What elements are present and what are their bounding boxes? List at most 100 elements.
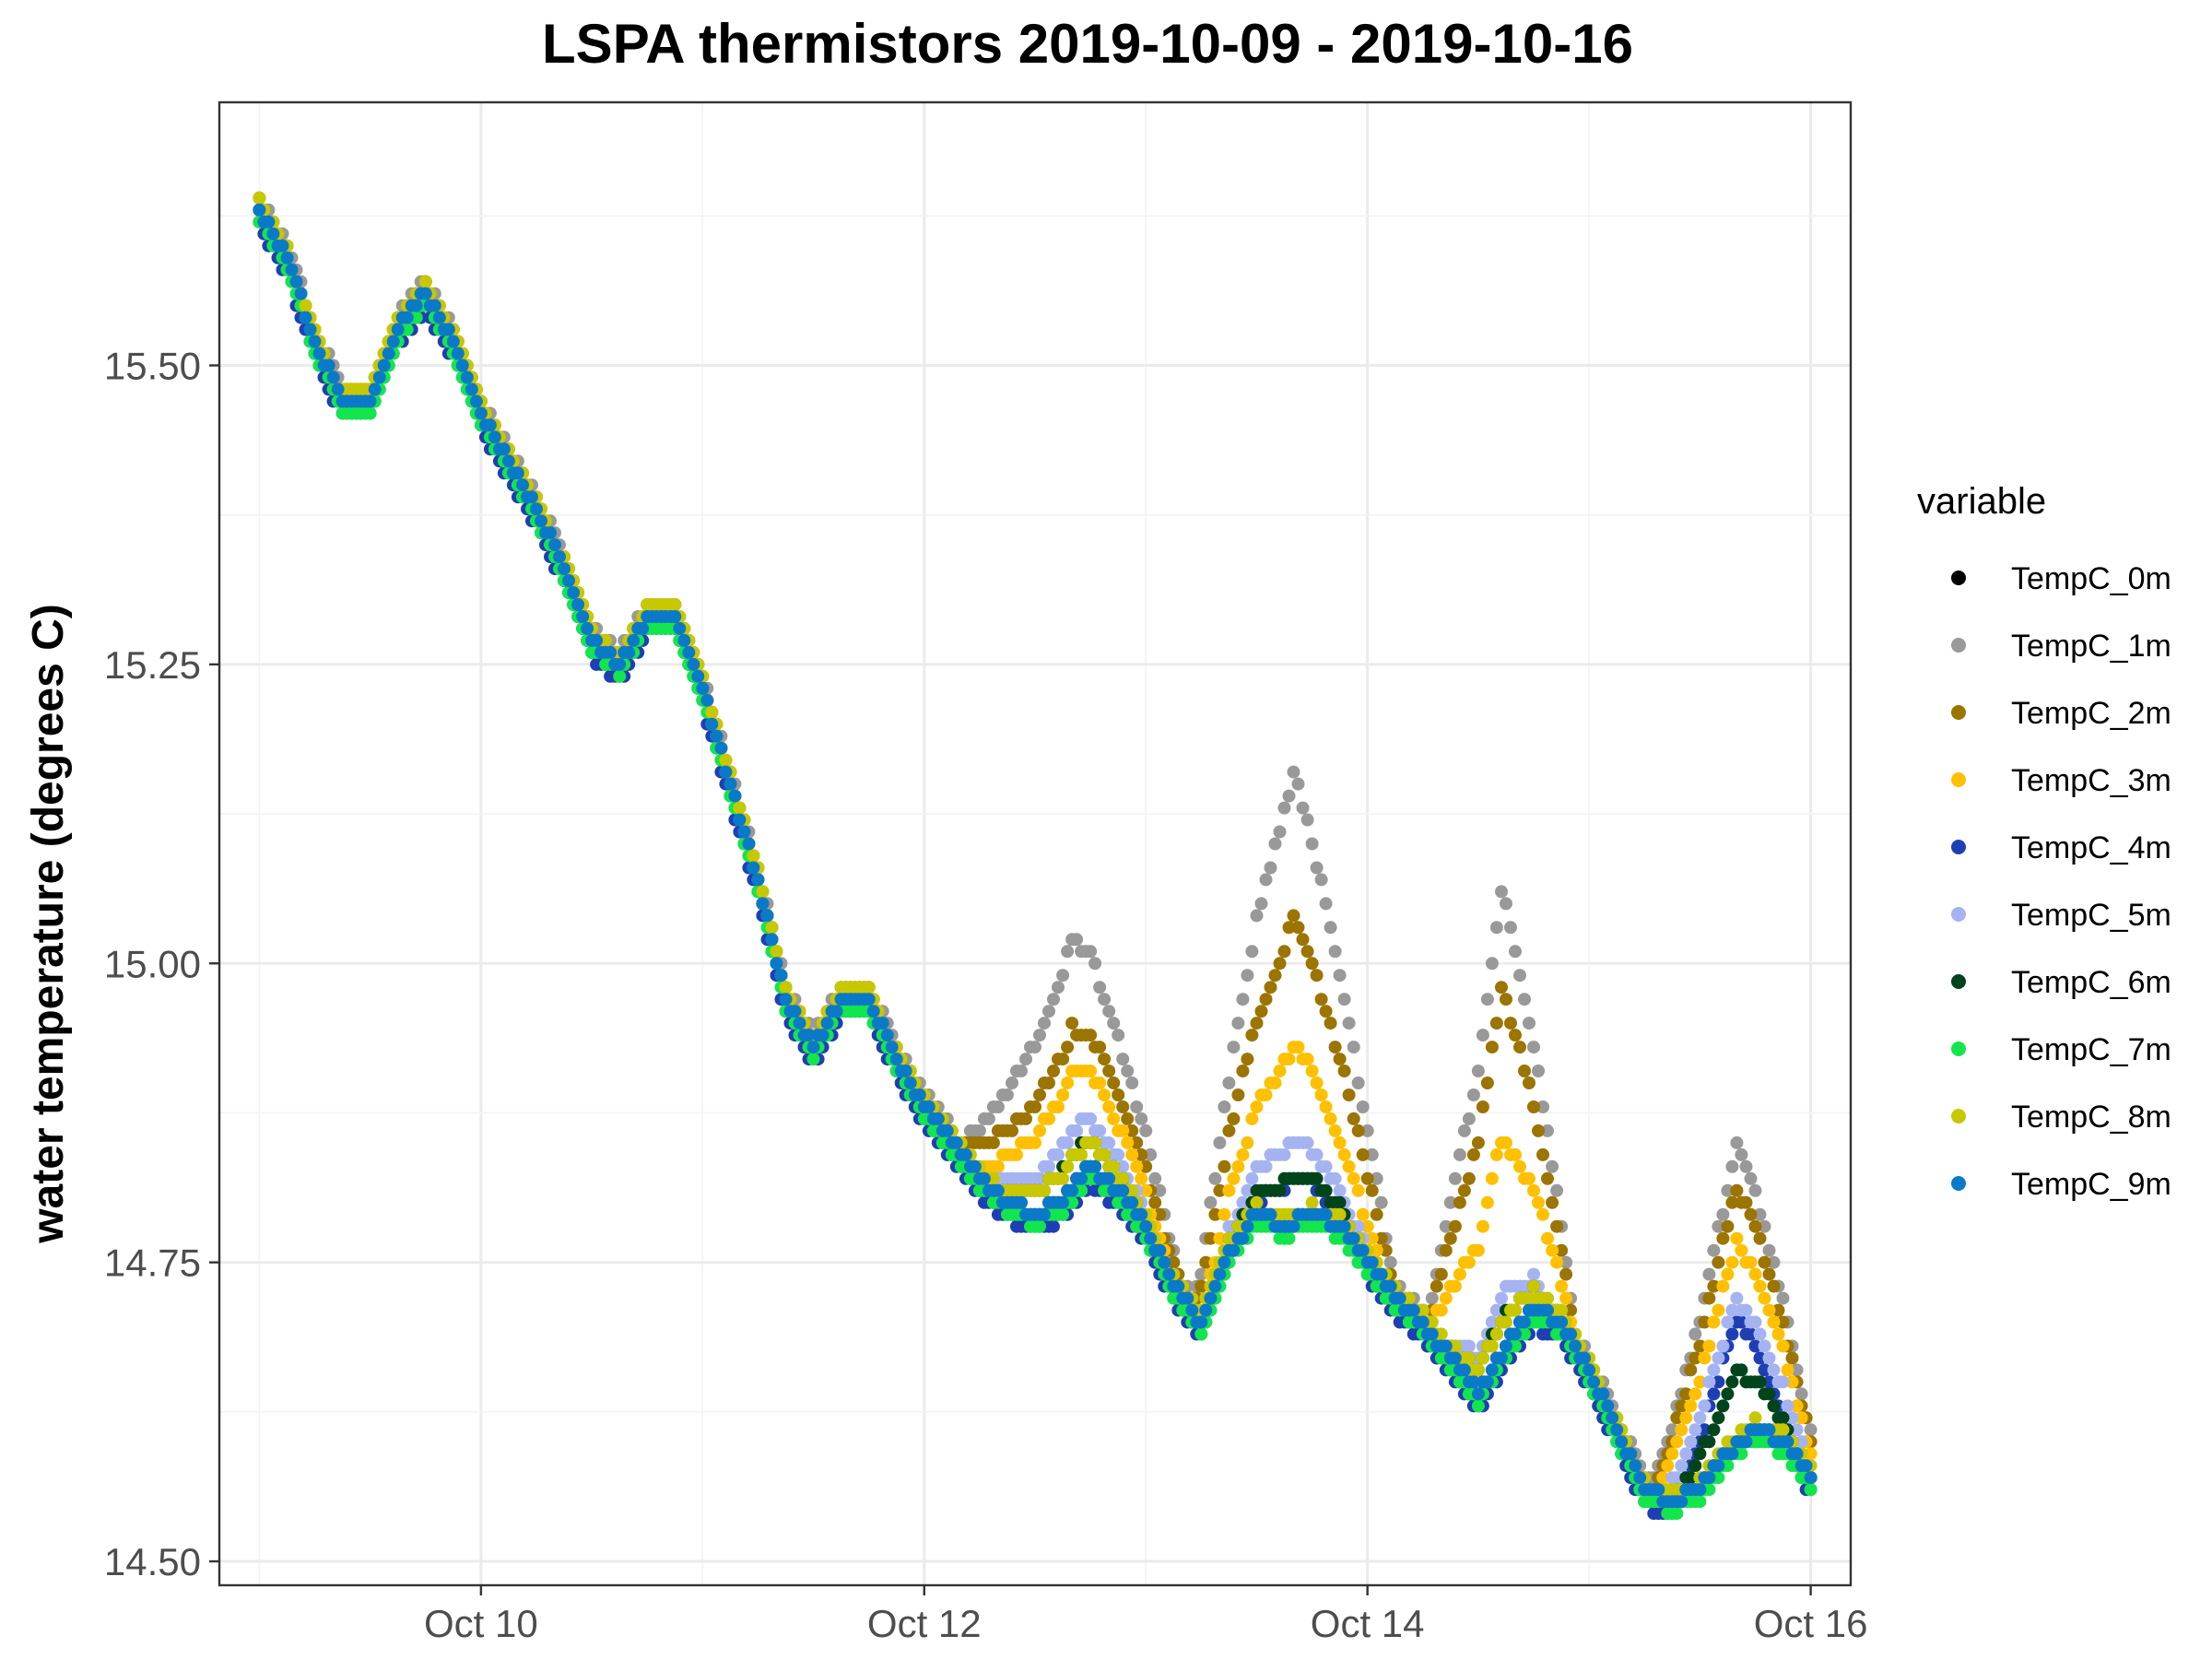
data-point-TempC_9m bbox=[733, 813, 747, 827]
data-point-TempC_2m bbox=[1006, 1124, 1018, 1137]
data-point-TempC_9m bbox=[700, 693, 714, 707]
data-point-TempC_9m bbox=[567, 586, 581, 599]
data-point-TempC_3m bbox=[1753, 1279, 1767, 1293]
data-point-TempC_7m bbox=[409, 311, 423, 324]
data-point-TempC_8m bbox=[1509, 1303, 1522, 1317]
data-point-TempC_1m bbox=[1721, 1183, 1735, 1197]
data-point-TempC_9m bbox=[756, 897, 770, 911]
legend-key-TempC_6m bbox=[1951, 974, 1966, 989]
data-point-TempC_3m bbox=[1748, 1267, 1762, 1281]
data-point-TempC_6m bbox=[1776, 1411, 1790, 1425]
data-point-TempC_9m bbox=[571, 598, 585, 611]
data-point-TempC_1m bbox=[1287, 765, 1300, 779]
data-point-TempC_1m bbox=[1130, 1100, 1144, 1113]
data-point-TempC_2m bbox=[1527, 1100, 1540, 1113]
data-point-TempC_1m bbox=[1296, 801, 1310, 815]
data-point-TempC_9m bbox=[1065, 1183, 1079, 1197]
data-point-TempC_2m bbox=[1268, 969, 1282, 982]
data-point-TempC_3m bbox=[1333, 1135, 1347, 1149]
data-point-TempC_7m bbox=[1075, 1183, 1088, 1197]
data-point-TempC_1m bbox=[1425, 1291, 1439, 1305]
data-point-TempC_8m bbox=[1527, 1279, 1540, 1293]
data-point-TempC_8m bbox=[719, 753, 733, 767]
data-point-TempC_8m bbox=[599, 633, 613, 647]
data-point-TempC_1m bbox=[1300, 813, 1314, 827]
data-point-TempC_9m bbox=[382, 347, 395, 360]
legend-key-TempC_0m bbox=[1951, 571, 1966, 585]
data-point-TempC_9m bbox=[1485, 1363, 1499, 1377]
data-point-TempC_1m bbox=[1019, 1053, 1032, 1066]
data-point-TempC_9m bbox=[525, 490, 538, 504]
data-point-TempC_5m bbox=[1319, 1159, 1333, 1173]
data-point-TempC_9m bbox=[400, 311, 414, 324]
data-point-TempC_5m bbox=[1702, 1375, 1716, 1389]
data-point-TempC_1m bbox=[1135, 1112, 1148, 1125]
data-point-TempC_4m bbox=[1758, 1363, 1771, 1377]
data-point-TempC_5m bbox=[1794, 1435, 1808, 1449]
data-point-TempC_1m bbox=[1457, 1124, 1471, 1137]
data-point-TempC_1m bbox=[1712, 1219, 1725, 1233]
data-point-TempC_2m bbox=[1688, 1351, 1702, 1365]
data-point-TempC_1m bbox=[1536, 1100, 1549, 1113]
data-point-TempC_8m bbox=[1489, 1327, 1503, 1341]
data-point-TempC_8m bbox=[1748, 1411, 1762, 1425]
data-point-TempC_8m bbox=[1075, 1147, 1088, 1161]
data-point-TempC_9m bbox=[488, 430, 501, 444]
data-point-TempC_8m bbox=[1555, 1303, 1569, 1317]
data-point-TempC_2m bbox=[1042, 1077, 1055, 1089]
data-point-TempC_1m bbox=[1351, 1077, 1365, 1089]
data-point-TempC_3m bbox=[1684, 1399, 1698, 1413]
data-point-TempC_1m bbox=[1347, 1041, 1360, 1054]
data-point-TempC_9m bbox=[1601, 1399, 1615, 1413]
data-point-TempC_2m bbox=[1033, 1088, 1046, 1101]
data-point-TempC_5m bbox=[1527, 1267, 1540, 1281]
data-point-TempC_3m bbox=[1351, 1183, 1365, 1197]
data-point-TempC_2m bbox=[1702, 1291, 1716, 1305]
data-point-TempC_5m bbox=[1084, 1112, 1098, 1125]
data-point-TempC_7m bbox=[1712, 1471, 1725, 1485]
data-point-TempC_9m bbox=[1495, 1351, 1508, 1365]
data-point-TempC_1m bbox=[1070, 933, 1084, 947]
data-point-TempC_9m bbox=[418, 287, 432, 300]
data-point-TempC_5m bbox=[1753, 1327, 1767, 1341]
data-point-TempC_9m bbox=[912, 1088, 926, 1101]
data-point-TempC_2m bbox=[1047, 1065, 1060, 1077]
series-TempC_1m bbox=[253, 191, 1818, 1485]
data-point-TempC_1m bbox=[991, 1100, 1005, 1113]
data-point-TempC_9m bbox=[1675, 1495, 1688, 1509]
data-point-TempC_2m bbox=[1466, 1147, 1480, 1161]
data-point-TempC_8m bbox=[747, 849, 760, 863]
data-point-TempC_3m bbox=[1213, 1231, 1227, 1245]
data-point-TempC_2m bbox=[1536, 1147, 1549, 1161]
data-point-TempC_8m bbox=[1305, 1195, 1319, 1209]
data-point-TempC_2m bbox=[1776, 1315, 1790, 1329]
data-point-TempC_2m bbox=[1725, 1195, 1739, 1209]
data-point-TempC_9m bbox=[1555, 1315, 1569, 1329]
data-point-TempC_9m bbox=[1374, 1267, 1388, 1281]
data-point-TempC_2m bbox=[1167, 1255, 1181, 1269]
legend-label-TempC_5m: TempC_5m bbox=[2011, 898, 2171, 933]
data-point-TempC_2m bbox=[1116, 1100, 1130, 1113]
data-point-TempC_2m bbox=[1019, 1112, 1032, 1125]
data-point-TempC_2m bbox=[1125, 1124, 1139, 1137]
data-point-TempC_5m bbox=[1776, 1375, 1790, 1389]
data-point-TempC_9m bbox=[1725, 1447, 1739, 1461]
data-point-TempC_2m bbox=[1485, 1041, 1499, 1054]
data-point-TempC_9m bbox=[1139, 1219, 1153, 1233]
data-point-TempC_3m bbox=[1480, 1195, 1494, 1209]
data-point-TempC_2m bbox=[1509, 1029, 1522, 1042]
legend-label-TempC_6m: TempC_6m bbox=[2011, 965, 2171, 1000]
data-point-TempC_2m bbox=[1333, 1053, 1347, 1066]
data-point-TempC_1m bbox=[1098, 993, 1112, 1006]
data-point-TempC_2m bbox=[1448, 1219, 1462, 1233]
data-point-TempC_9m bbox=[1056, 1195, 1070, 1209]
data-point-TempC_9m bbox=[516, 478, 529, 492]
data-point-TempC_1m bbox=[982, 1112, 995, 1125]
data-point-TempC_2m bbox=[1347, 1112, 1360, 1125]
data-point-TempC_2m bbox=[1056, 1053, 1070, 1066]
data-point-TempC_1m bbox=[1204, 1195, 1218, 1209]
data-point-TempC_9m bbox=[889, 1053, 903, 1066]
data-point-TempC_9m bbox=[806, 1041, 820, 1054]
data-point-TempC_1m bbox=[1250, 909, 1264, 923]
data-point-TempC_1m bbox=[1716, 1207, 1730, 1221]
